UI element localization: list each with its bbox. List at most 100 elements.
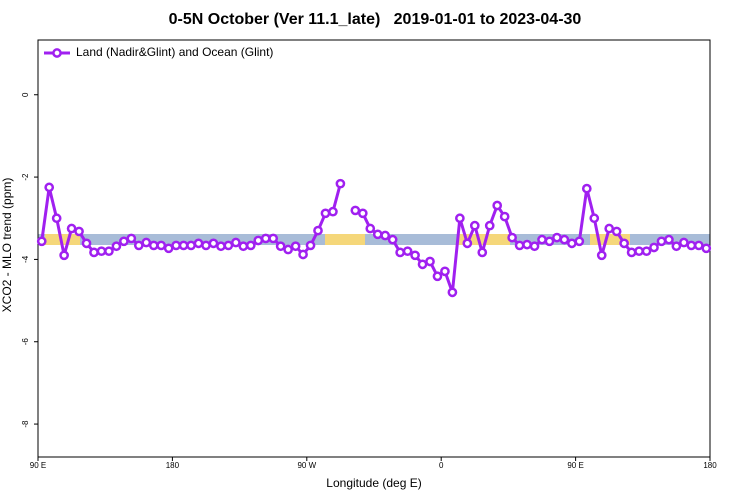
data-point — [126, 233, 137, 244]
y-tick-label: -8 — [21, 420, 30, 428]
data-point — [611, 226, 622, 237]
x-tick-label: 90 E — [567, 461, 583, 470]
data-point — [559, 234, 570, 245]
data-point — [380, 230, 391, 241]
data-point — [51, 213, 62, 224]
data-point — [544, 236, 555, 247]
data-point — [656, 236, 667, 247]
data-point — [455, 213, 465, 224]
data-point — [387, 234, 398, 245]
data-point — [492, 200, 503, 211]
data-point — [529, 241, 540, 252]
legend-label: Land (Nadir&Glint) and Ocean (Glint) — [76, 45, 273, 59]
data-point — [626, 247, 637, 258]
data-point — [245, 240, 256, 251]
data-point — [552, 232, 562, 243]
x-tick-label: 180 — [703, 461, 717, 470]
data-point — [231, 237, 241, 248]
data-point — [469, 220, 480, 231]
data-point — [163, 243, 174, 254]
data-point — [417, 259, 428, 270]
data-point — [514, 240, 525, 251]
data-point — [156, 240, 167, 251]
data-point — [96, 246, 107, 257]
data-point — [328, 206, 338, 217]
data-point — [298, 249, 308, 260]
data-point — [313, 225, 323, 236]
y-axis-label: XCO2 - MLO trend (ppm) — [0, 178, 14, 313]
data-point — [641, 246, 652, 257]
data-point — [141, 237, 152, 248]
y-tick-label: -2 — [21, 173, 30, 181]
data-point — [701, 243, 712, 254]
x-tick-label: 0 — [439, 461, 444, 470]
band-land — [457, 234, 510, 245]
data-point — [81, 238, 92, 249]
data-point — [604, 223, 615, 234]
data-point — [350, 205, 361, 216]
data-point — [686, 240, 697, 251]
data-point — [671, 241, 682, 252]
data-point — [581, 183, 592, 194]
data-point — [589, 213, 600, 224]
data-point — [447, 287, 458, 298]
chart-title: 0-5N October (Ver 11.1_late) 2019-01-01 … — [169, 11, 582, 28]
data-point — [357, 208, 368, 219]
data-point — [223, 240, 234, 251]
data-point — [89, 247, 99, 258]
data-point — [275, 241, 286, 252]
data-point — [507, 232, 517, 243]
data-point — [171, 240, 181, 251]
data-point — [499, 211, 510, 222]
y-tick-label: -6 — [21, 338, 30, 346]
data-point — [119, 236, 129, 247]
data-point — [649, 242, 659, 253]
data-point — [410, 250, 420, 261]
data-point — [425, 256, 435, 267]
data-point — [104, 246, 114, 257]
data-point — [693, 240, 704, 251]
legend-marker — [52, 48, 62, 58]
data-point — [574, 236, 585, 247]
data-point — [260, 233, 271, 244]
data-point — [238, 241, 249, 252]
x-axis-label: Longitude (deg E) — [326, 476, 421, 490]
data-point — [44, 182, 55, 193]
data-point — [74, 226, 84, 237]
data-point — [193, 238, 204, 249]
data-point — [567, 238, 577, 249]
data-point — [66, 223, 77, 234]
y-tick-label: -4 — [21, 255, 30, 263]
y-tick-label: 0 — [21, 92, 30, 97]
data-point — [148, 240, 159, 251]
data-point — [36, 236, 47, 247]
data-point — [283, 244, 293, 255]
data-point — [462, 238, 473, 249]
band-land — [590, 234, 630, 245]
data-point — [201, 240, 211, 251]
data-point — [290, 241, 301, 252]
data-point — [253, 235, 264, 246]
data-point — [59, 250, 69, 261]
data-point — [522, 239, 532, 250]
data-point — [216, 241, 226, 252]
reference-band — [38, 234, 710, 245]
data-point — [432, 271, 443, 282]
data-point — [133, 240, 144, 251]
data-point — [679, 237, 689, 248]
band-land — [325, 234, 365, 245]
data-point — [634, 246, 644, 257]
data-point — [402, 246, 413, 257]
data-point — [664, 234, 674, 245]
band-land — [45, 234, 80, 245]
data-point — [320, 208, 331, 219]
data-point — [619, 238, 629, 249]
data-point — [477, 247, 488, 258]
data-point — [305, 240, 316, 251]
data-point — [208, 238, 219, 249]
data-point — [365, 223, 376, 234]
data-point — [178, 240, 189, 251]
x-tick-label: 180 — [166, 461, 180, 470]
data-point — [111, 241, 122, 252]
